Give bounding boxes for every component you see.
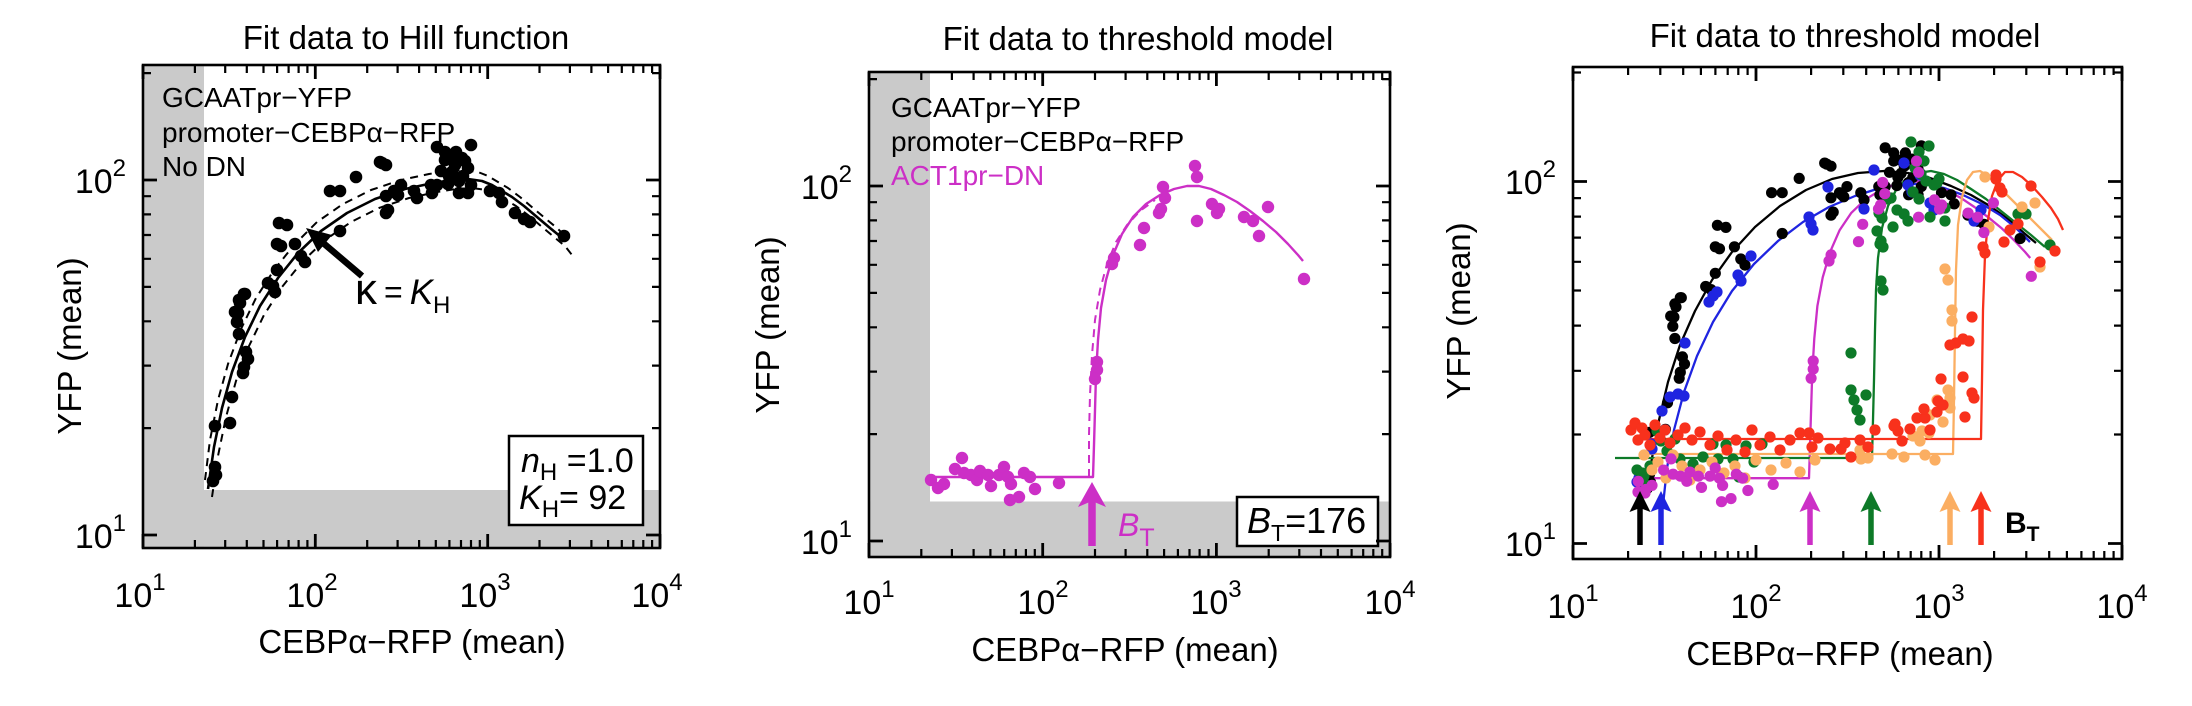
svg-text:102: 102 — [1017, 576, 1068, 622]
svg-text:GCAATpr−YFP: GCAATpr−YFP — [162, 82, 352, 113]
svg-text:102: 102 — [75, 155, 126, 201]
svg-text:103: 103 — [1913, 580, 1964, 626]
svg-text:KH= 92: KH= 92 — [519, 479, 626, 523]
svg-text:Fit data to Hill function: Fit data to Hill function — [243, 19, 570, 56]
svg-text:CEBPα−RFP (mean): CEBPα−RFP (mean) — [258, 623, 565, 660]
svg-text:BT=176: BT=176 — [1247, 500, 1366, 546]
svg-text:CEBPα−RFP (mean): CEBPα−RFP (mean) — [1686, 635, 1993, 672]
svg-text:YFP (mean): YFP (mean) — [749, 236, 786, 413]
svg-text:No DN: No DN — [162, 151, 246, 182]
svg-text:promoter−CEBPα−RFP: promoter−CEBPα−RFP — [891, 126, 1184, 157]
svg-text:promoter−CEBPα−RFP: promoter−CEBPα−RFP — [162, 117, 455, 148]
svg-text:YFP (mean): YFP (mean) — [51, 257, 88, 434]
svg-text:Fit data to threshold model: Fit data to threshold model — [943, 20, 1334, 57]
svg-text:nH =1.0: nH =1.0 — [521, 442, 634, 486]
svg-text:CEBPα−RFP (mean): CEBPα−RFP (mean) — [971, 631, 1278, 668]
svg-text:YFP (mean): YFP (mean) — [1440, 222, 1477, 399]
svg-text:ACT1pr−DN: ACT1pr−DN — [891, 160, 1044, 191]
svg-text:Fit data to threshold model: Fit data to threshold model — [1650, 17, 2041, 54]
svg-text:GCAATpr−YFP: GCAATpr−YFP — [891, 92, 1081, 123]
svg-text:102: 102 — [801, 161, 852, 207]
